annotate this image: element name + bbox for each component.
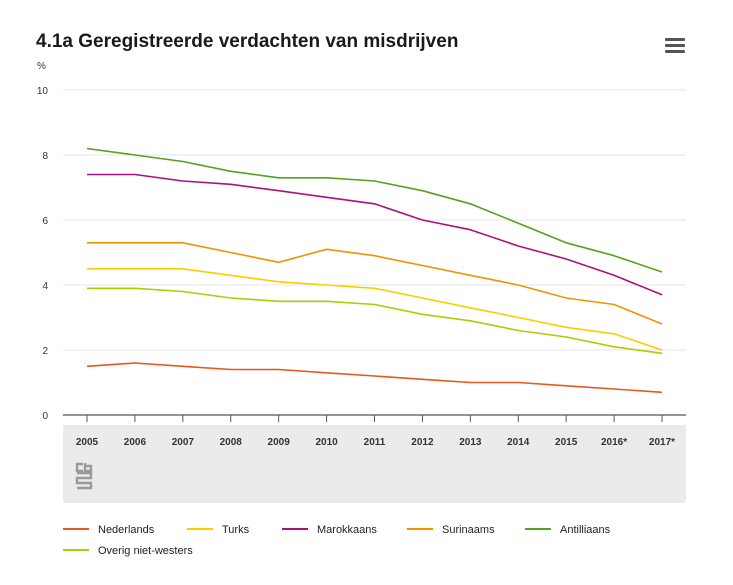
legend-label: Overig niet-westers [98,545,193,557]
x-tick-label: 2016* [601,437,627,448]
series-line-marokkaans[interactable] [87,173,663,296]
menu-bar [665,50,685,53]
menu-bar [665,38,685,41]
x-tick-label: 2010 [315,437,338,448]
legend-swatch [63,549,89,552]
x-tick-label: 2008 [220,437,243,448]
x-tick-label: 2011 [364,437,386,448]
legend-item-surinaams[interactable]: Surinaams [407,524,495,536]
menu-bar [665,44,685,47]
legend-item-antilliaans[interactable]: Antilliaans [525,524,610,536]
series-line-overig-niet-westers[interactable] [87,287,663,355]
y-tick-label: 6 [42,216,48,227]
x-tick-label: 2015 [555,437,578,448]
legend-item-marokkaans[interactable]: Marokkaans [282,524,377,536]
x-tick-label: 2007 [172,437,195,448]
y-tick-label: 10 [37,86,49,97]
legend-swatch [282,528,308,531]
x-tick-label: 2006 [124,437,147,448]
legend-label: Turks [222,524,250,536]
y-tick-label: 4 [42,281,48,292]
legend-item-turks[interactable]: Turks [187,524,249,536]
legend-item-nederlands[interactable]: Nederlands [63,524,154,536]
hamburger-menu-icon[interactable] [665,38,685,56]
y-axis-unit-label: % [37,61,46,72]
x-axis-panel [63,425,686,503]
legend-swatch [63,528,89,531]
legend-label: Antilliaans [560,524,611,536]
x-tick-label: 2013 [459,437,482,448]
cbs-logo-icon [75,462,93,490]
series-line-turks[interactable] [87,267,663,351]
series-line-antilliaans[interactable] [86,147,663,273]
x-tick-label: 2009 [268,437,291,448]
legend-label: Surinaams [442,524,495,536]
x-tick-label: 2014 [507,437,530,448]
y-tick-label: 0 [42,411,48,422]
legend-item-overig-niet-westers[interactable]: Overig niet-westers [63,545,193,557]
y-tick-label: 2 [42,346,48,357]
x-tick-label: 2012 [411,437,434,448]
y-tick-label: 8 [42,151,48,162]
legend-swatch [525,528,551,531]
chart-title: 4.1a Geregistreerde verdachten van misdr… [36,31,459,52]
x-tick-label: 2005 [76,437,99,448]
legend-swatch [407,528,433,531]
x-tick-label: 2017* [649,437,675,448]
legend-label: Marokkaans [317,524,377,536]
legend-label: Nederlands [98,524,155,536]
legend-swatch [187,528,213,531]
series-line-nederlands[interactable] [86,362,663,394]
series-line-surinaams[interactable] [87,242,663,325]
